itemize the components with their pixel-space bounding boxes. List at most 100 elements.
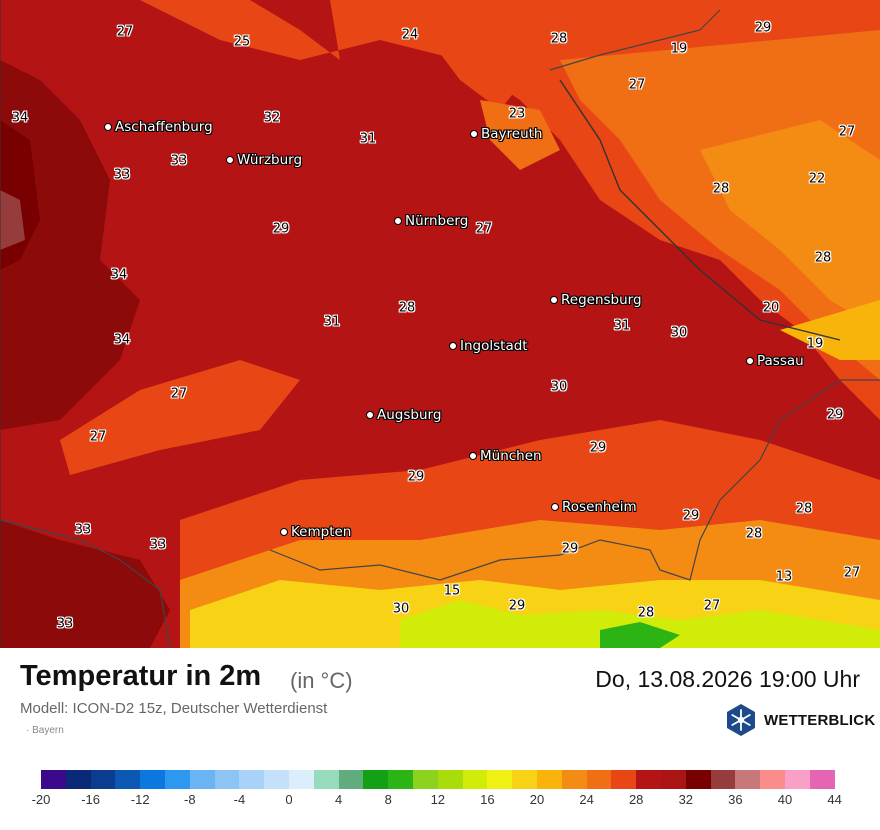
color-swatch	[412, 770, 438, 789]
scale-tick-label: 4	[334, 792, 343, 807]
temp-label: 33	[113, 167, 131, 183]
temp-label: 32	[263, 110, 281, 126]
temp-label: 22	[808, 171, 826, 187]
temp-label: 19	[806, 336, 824, 352]
temp-label: 30	[392, 601, 410, 617]
color-swatch	[660, 770, 686, 789]
temp-label: 28	[398, 300, 416, 316]
color-swatch	[437, 770, 463, 789]
temp-label: 33	[56, 616, 74, 632]
city-marker-icon	[366, 411, 374, 419]
field-24-northeast	[560, 30, 880, 380]
city-marker-icon	[280, 528, 288, 536]
temperature-map: 27 25 24 28 19 29 34 32 31 23 27 33 33 2…	[0, 0, 880, 648]
city-nuernberg: Nürnberg	[394, 213, 468, 229]
temp-label: 23	[508, 106, 526, 122]
border-south-east	[269, 379, 880, 581]
temp-label: 28	[637, 605, 655, 621]
temp-label: 28	[550, 31, 568, 47]
city-aschaffenburg: Aschaffenburg	[104, 119, 213, 135]
scale-tick-label: 40	[777, 792, 793, 807]
temp-label: 27	[170, 386, 188, 402]
city-marker-icon	[551, 503, 559, 511]
color-swatch	[338, 770, 364, 789]
scale-tick-label: -12	[130, 792, 150, 807]
city-muenchen: München	[469, 448, 542, 464]
field-20-passau	[780, 300, 880, 360]
color-swatch	[462, 770, 488, 789]
temp-label: 28	[795, 501, 813, 517]
city-kempten: Kempten	[280, 524, 351, 540]
temp-label: 29	[826, 407, 844, 423]
temp-label: 29	[561, 541, 579, 557]
temp-label: 25	[233, 34, 251, 50]
city-marker-icon	[470, 130, 478, 138]
temp-label: 34	[113, 332, 131, 348]
scale-tick-label: 8	[384, 792, 392, 807]
color-swatch	[760, 770, 785, 789]
color-swatch	[561, 770, 587, 789]
temp-label: 15	[443, 583, 461, 599]
color-swatch	[239, 770, 265, 789]
temp-label: 29	[682, 508, 700, 524]
temp-label: 33	[74, 522, 92, 538]
color-swatch	[264, 770, 289, 789]
unit-label: (in °C)	[290, 668, 353, 693]
field-32-west	[0, 60, 140, 430]
color-swatch	[189, 770, 215, 789]
temp-label: 30	[670, 325, 688, 341]
temp-label: 27	[89, 429, 107, 445]
scale-tick-label: -16	[81, 792, 100, 807]
temp-label: 28	[712, 181, 730, 197]
temp-label: 13	[775, 569, 793, 585]
color-scale	[41, 770, 835, 789]
temp-label: 29	[589, 440, 607, 456]
scale-tick-label: 16	[480, 792, 495, 807]
temp-label: 19	[670, 41, 688, 57]
border-czech	[559, 79, 841, 341]
temp-label: 27	[703, 598, 721, 614]
field-8-peaks	[600, 622, 680, 648]
scale-tick-label: -20	[31, 792, 51, 807]
scale-tick-label: 44	[827, 792, 842, 807]
color-swatch	[115, 770, 141, 789]
scale-tick-label: 36	[728, 792, 743, 807]
color-swatch	[90, 770, 116, 789]
temp-label: 30	[550, 379, 568, 395]
color-swatch	[140, 770, 165, 789]
temp-label: 27	[843, 565, 861, 581]
color-swatch	[809, 770, 835, 789]
city-marker-icon	[469, 452, 477, 460]
scale-tick-label: -4	[233, 792, 246, 807]
temp-label: 28	[814, 250, 832, 266]
border-west	[0, 519, 171, 648]
color-swatch	[636, 770, 661, 789]
temp-label: 27	[116, 24, 134, 40]
city-marker-icon	[449, 342, 457, 350]
temp-label: 27	[838, 124, 856, 140]
color-swatch	[710, 770, 736, 789]
field-25-north	[420, 0, 540, 110]
model-info: Modell: ICON-D2 15z, Deutscher Wetterdie…	[20, 700, 328, 717]
color-swatch	[735, 770, 761, 789]
city-rosenheim: Rosenheim	[551, 499, 637, 515]
temp-label: 29	[407, 469, 425, 485]
color-swatch	[288, 770, 314, 789]
city-marker-icon	[746, 357, 754, 365]
field-26-west-band	[60, 360, 300, 475]
temp-label: 27	[628, 77, 646, 93]
color-swatch	[214, 770, 240, 789]
city-augsburg: Augsburg	[366, 407, 441, 423]
scale-tick-label: 0	[285, 792, 293, 807]
temp-label: 31	[323, 314, 341, 330]
color-swatch	[313, 770, 339, 789]
field-22-east	[700, 120, 880, 330]
field-32-southwest	[0, 520, 170, 648]
temp-label: 31	[613, 318, 631, 334]
temp-label: 28	[745, 526, 763, 542]
temp-label: 34	[11, 110, 29, 126]
city-passau: Passau	[746, 353, 804, 369]
logo-text: WETTERBLICK	[764, 711, 876, 729]
color-swatch	[784, 770, 810, 789]
forecast-datetime: Do, 13.08.2026 19:00 Uhr	[595, 666, 860, 692]
